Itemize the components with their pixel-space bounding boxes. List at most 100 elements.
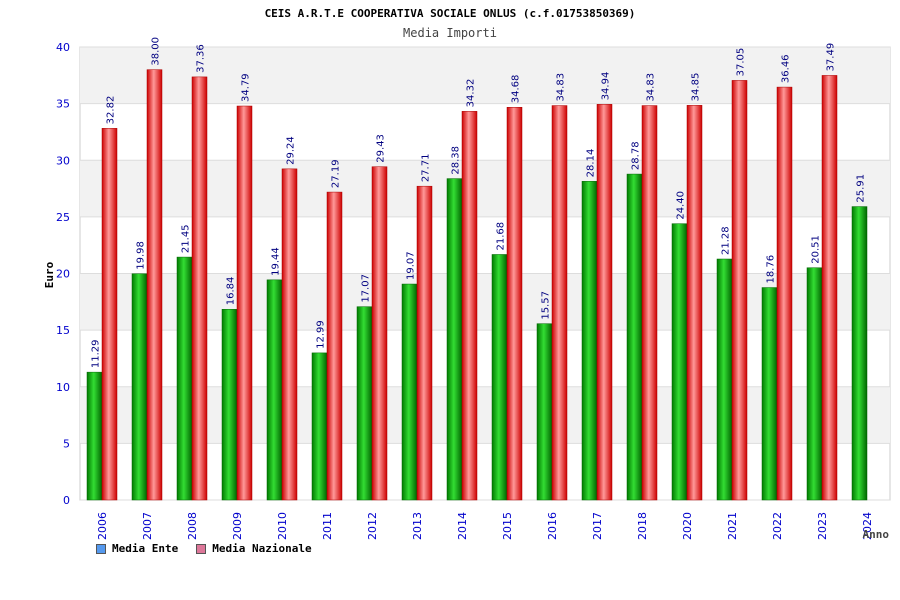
bar-media-ente: [446, 178, 463, 501]
grid-band: [80, 273, 890, 331]
value-label: 37.36: [196, 44, 207, 73]
bar-media-ente: [311, 352, 328, 501]
value-label: 12.99: [316, 320, 327, 349]
value-label: 20.51: [811, 235, 822, 264]
bar-media-nazionale: [281, 168, 298, 501]
value-label: 27.71: [421, 154, 432, 183]
grid-band: [80, 386, 890, 444]
bar-media-nazionale: [191, 76, 208, 501]
value-label: 17.07: [361, 274, 372, 303]
value-label: 29.43: [376, 134, 387, 163]
y-tick-label: 25: [56, 211, 70, 224]
bar-media-ente: [86, 371, 103, 501]
value-label: 24.40: [676, 191, 687, 220]
value-labels: 11.29 32.82 19.98 38.00 21.45 37.36 16.84 34.79…: [91, 37, 867, 368]
x-tick-label: 2017: [591, 512, 604, 540]
x-tick-label: 2016: [546, 512, 559, 540]
y-tick-label: 20: [56, 268, 70, 281]
x-tick-label: 2020: [681, 512, 694, 540]
y-axis-label: Euro: [43, 261, 56, 288]
bar-media-nazionale: [821, 75, 838, 501]
x-axis: 2006 2007 2008 2009 2010 2011 2012 2013 2014 2015…: [96, 512, 874, 540]
bar-media-nazionale: [731, 80, 748, 501]
value-label: 16.84: [226, 277, 237, 306]
bar-media-nazionale: [461, 111, 478, 501]
value-label: 25.91: [856, 174, 867, 203]
bar-media-ente: [131, 273, 148, 501]
x-tick-label: 2015: [501, 512, 514, 540]
bar-media-nazionale: [371, 166, 388, 501]
legend-swatch-ente: [96, 543, 106, 554]
value-label: 34.94: [601, 72, 612, 101]
y-tick-label: 40: [56, 41, 70, 54]
y-tick-label: 10: [56, 381, 70, 394]
value-label: 18.76: [766, 255, 777, 284]
y-tick-label: 30: [56, 154, 70, 167]
y-tick-label: 0: [63, 494, 70, 507]
bar-media-nazionale: [641, 105, 658, 501]
x-tick-label: 2022: [771, 512, 784, 540]
y-tick-label: 35: [56, 98, 70, 111]
value-label: 37.49: [826, 43, 837, 72]
x-tick-label: 2010: [276, 512, 289, 540]
bar-media-ente: [266, 279, 283, 501]
value-label: 36.46: [781, 54, 792, 83]
bar-media-ente: [401, 283, 418, 501]
bar-media-ente: [221, 309, 238, 501]
x-tick-label: 2006: [96, 512, 109, 540]
value-label: 34.85: [691, 73, 702, 102]
chart-subtitle: Media Importi: [403, 26, 497, 40]
bar-media-ente: [761, 287, 778, 501]
bar-media-nazionale: [686, 105, 703, 501]
bar-media-ente: [806, 267, 823, 501]
value-label: 28.38: [451, 146, 462, 175]
value-label: 34.83: [556, 73, 567, 102]
legend-item-nazionale: Media Nazionale: [196, 542, 312, 555]
legend-item-ente: Media Ente: [96, 542, 178, 555]
x-tick-label: 2007: [141, 512, 154, 540]
grid-band: [80, 160, 890, 217]
value-label: 34.83: [646, 73, 657, 102]
value-label: 15.57: [541, 291, 552, 320]
bar-media-ente: [716, 258, 733, 501]
bars: [86, 69, 868, 501]
value-label: 21.68: [496, 222, 507, 251]
value-label: 21.45: [181, 224, 192, 253]
bar-media-nazionale: [506, 106, 523, 501]
value-label: 37.05: [736, 48, 747, 77]
value-label: 28.14: [586, 149, 597, 178]
y-tick-label: 5: [63, 437, 70, 450]
bar-media-ente: [581, 181, 598, 501]
x-axis-label: Anno: [863, 528, 890, 541]
bar-media-nazionale: [416, 185, 433, 501]
bar-media-nazionale: [146, 69, 163, 501]
bar-media-nazionale: [551, 105, 568, 501]
value-label: 38.00: [151, 37, 162, 66]
x-tick-label: 2013: [411, 512, 424, 540]
value-label: 34.32: [466, 79, 477, 108]
bar-media-nazionale: [101, 128, 118, 501]
x-tick-label: 2009: [231, 512, 244, 540]
bar-media-ente: [176, 256, 193, 501]
legend: Media Ente Media Nazionale: [96, 542, 312, 555]
x-tick-label: 2023: [816, 512, 829, 540]
bar-media-nazionale: [596, 104, 613, 501]
x-tick-label: 2018: [636, 512, 649, 540]
bar-media-ente: [536, 323, 553, 501]
value-label: 27.19: [331, 159, 342, 188]
chart-title: CEIS A.R.T.E COOPERATIVA SOCIALE ONLUS (…: [265, 7, 636, 20]
x-tick-label: 2014: [456, 512, 469, 540]
value-label: 29.24: [286, 136, 297, 165]
plot-background: [79, 46, 891, 501]
bar-media-ente: [491, 254, 508, 501]
x-tick-label: 2021: [726, 512, 739, 540]
value-label: 19.07: [406, 251, 417, 280]
bar-media-ente: [626, 173, 643, 501]
bar-media-ente: [356, 306, 373, 501]
x-tick-label: 2012: [366, 512, 379, 540]
legend-swatch-nazionale: [196, 543, 207, 554]
x-tick-label: 2008: [186, 512, 199, 540]
value-label: 19.98: [136, 241, 147, 270]
bar-media-nazionale: [236, 105, 253, 501]
